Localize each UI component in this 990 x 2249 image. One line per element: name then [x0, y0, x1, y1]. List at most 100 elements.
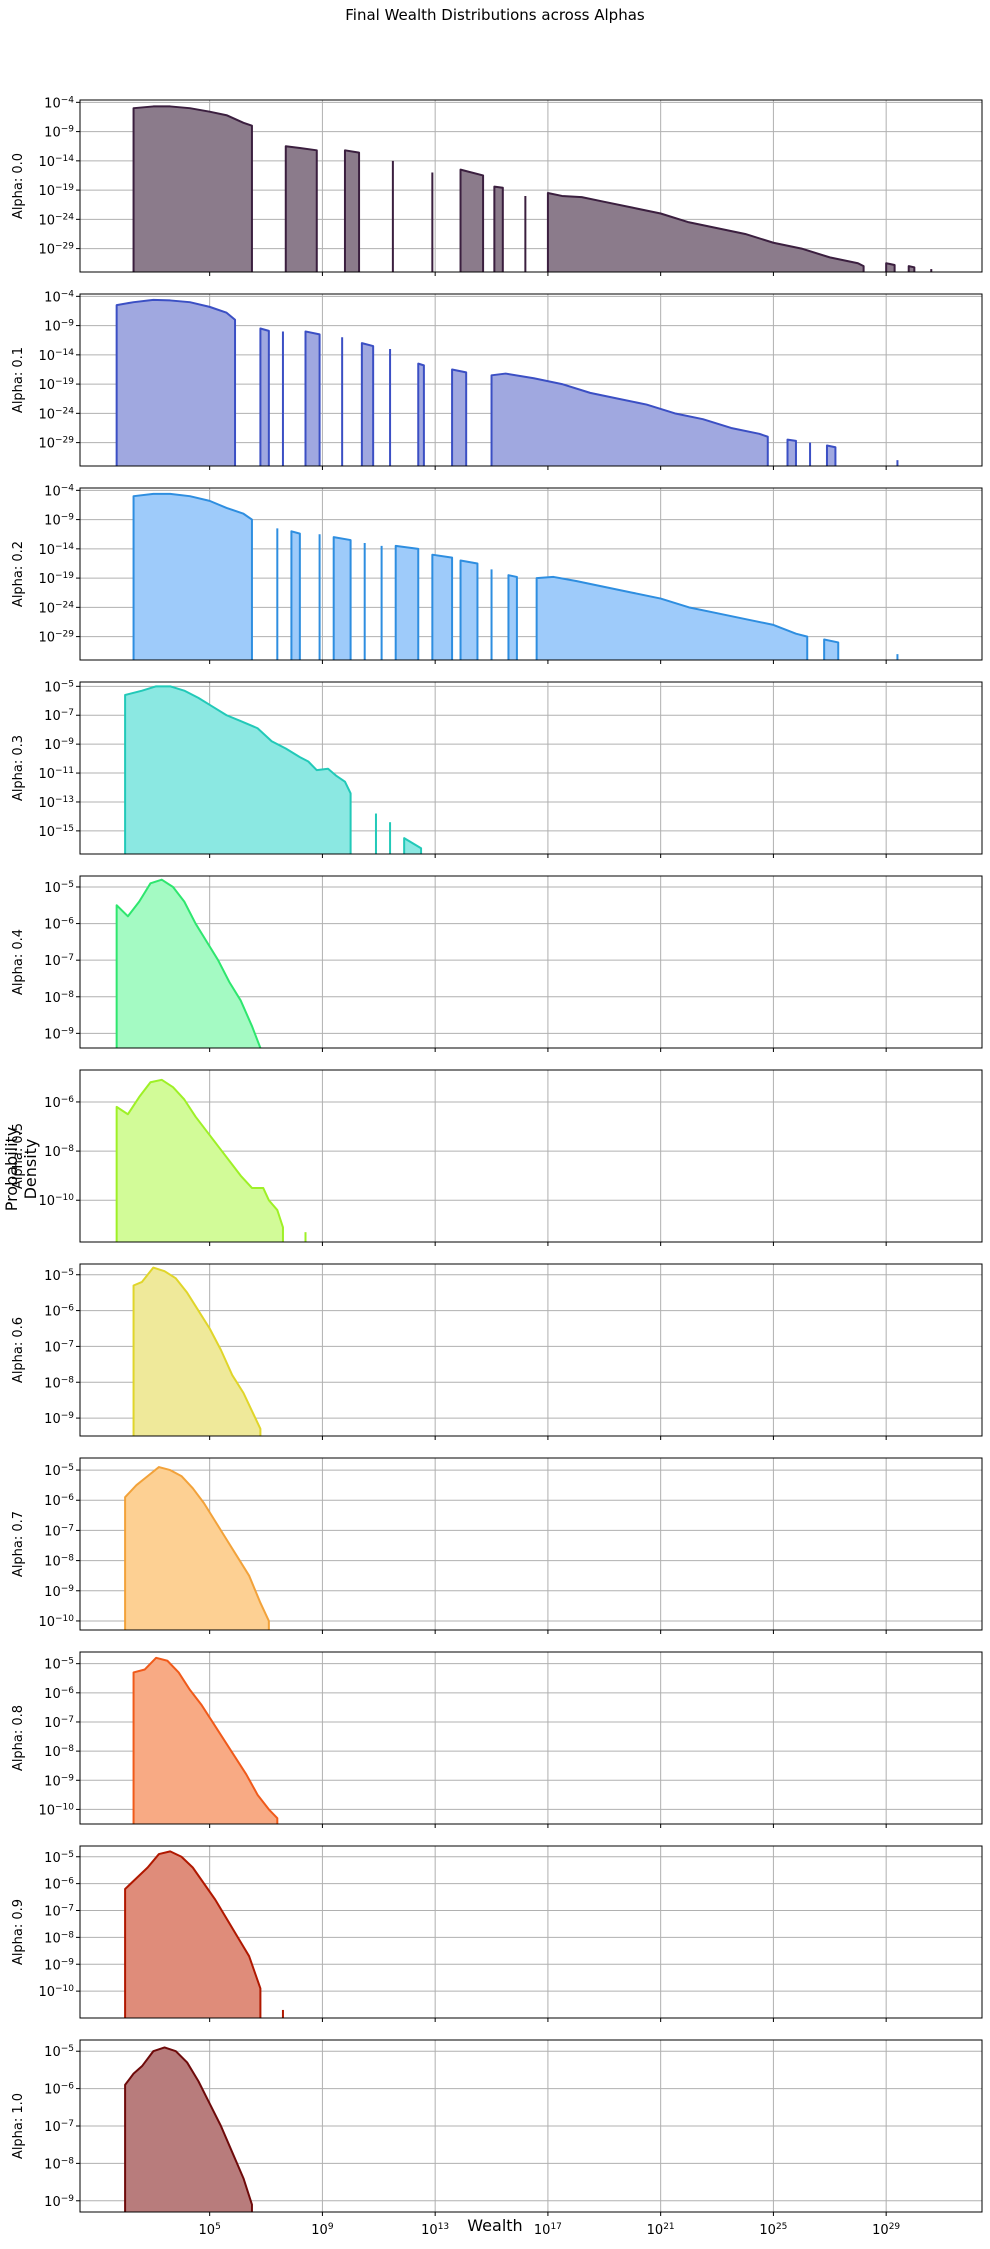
y-tick-label: 10−24 — [38, 600, 74, 616]
y-tick-label: 10−7 — [44, 953, 74, 969]
density-line — [786, 438, 797, 466]
density-line — [459, 168, 485, 272]
y-tick-label: 10−8 — [44, 1930, 74, 1946]
panel-frame — [79, 1651, 983, 1825]
panel-ylabel: Alpha: 0.3 — [11, 735, 26, 801]
y-tick-label: 10−6 — [44, 1686, 74, 1702]
density-area — [133, 106, 252, 273]
density-line — [115, 878, 262, 1049]
y-tick-label: 10−10 — [38, 1984, 74, 2000]
density-line — [535, 575, 809, 660]
panel-frame — [79, 99, 983, 273]
density-line — [394, 544, 420, 660]
panel-frame — [79, 1069, 983, 1243]
figure-ylabel: Probability Density — [2, 1126, 40, 1212]
density-line — [304, 330, 321, 466]
density-line — [507, 574, 518, 660]
y-tick-label: 10−29 — [38, 436, 74, 452]
panel-frame — [79, 293, 983, 467]
density-area — [508, 575, 517, 660]
y-tick-label: 10−14 — [38, 542, 74, 558]
panel-ylabel: Alpha: 0.1 — [11, 347, 26, 413]
panel-2: 10−4 10−9 10−14 10−19 10−24 10−29 Alpha: 0.2 — [11, 483, 983, 664]
panel-0: 10−4 10−9 10−14 10−19 10−24 10−29 Alpha: 0.0 — [11, 95, 983, 276]
y-tick-label: 10−9 — [44, 125, 74, 141]
y-tick-label: 10−9 — [44, 319, 74, 335]
density-line — [490, 372, 769, 466]
y-tick-label: 10−9 — [44, 1411, 74, 1427]
y-tick-label: 10−6 — [44, 1095, 74, 1111]
y-tick-label: 10−5 — [44, 1463, 74, 1479]
panel-5: 10−6 10−8 10−10 Alpha: 0.5 — [11, 1069, 983, 1246]
y-tick-label: 10−7 — [44, 1523, 74, 1539]
density-line — [823, 638, 840, 660]
density-line — [493, 185, 504, 272]
y-tick-label: 10−6 — [44, 1304, 74, 1320]
density-area — [116, 879, 261, 1048]
y-tick-label: 10−7 — [44, 2119, 74, 2135]
density-line — [132, 105, 253, 272]
density-area — [305, 331, 320, 466]
density-area — [404, 838, 422, 854]
panel-ylabel: Alpha: 0.7 — [11, 1511, 26, 1577]
density-area — [291, 531, 300, 660]
density-area — [133, 1267, 261, 1436]
y-tick-label: 10−9 — [44, 513, 74, 529]
y-tick-label: 10−4 — [44, 483, 74, 499]
y-tick-label: 10−6 — [44, 1493, 74, 1509]
density-area — [460, 169, 484, 272]
density-line — [132, 1266, 262, 1436]
density-area — [116, 1079, 283, 1242]
y-tick-label: 10−14 — [38, 348, 74, 364]
y-tick-label: 10−19 — [38, 571, 74, 587]
y-tick-label: 10−8 — [44, 2156, 74, 2172]
y-tick-label: 10−7 — [44, 708, 74, 724]
density-line — [115, 1078, 284, 1242]
y-tick-label: 10−5 — [44, 2044, 74, 2060]
density-line — [360, 342, 375, 466]
panel-frame — [79, 1263, 983, 1437]
panel-9: 10−5 10−6 10−7 10−8 10−9 10−10 Alpha: 0.9 — [11, 1845, 983, 2022]
density-line — [403, 837, 423, 854]
density-line — [132, 492, 253, 660]
y-tick-label: 10−8 — [44, 1744, 74, 1760]
panel-frame — [79, 1845, 983, 2019]
y-tick-label: 10−9 — [44, 737, 74, 753]
figure-xlabel: Wealth — [467, 2216, 523, 2235]
panel-ylabel: Alpha: 0.5 — [11, 1123, 26, 1189]
density-line — [124, 685, 352, 854]
density-line — [907, 265, 916, 272]
y-tick-label: 10−4 — [44, 289, 74, 305]
y-tick-label: 10−9 — [44, 1773, 74, 1789]
y-tick-label: 10−6 — [44, 1877, 74, 1893]
panel-4: 10−5 10−6 10−7 10−8 10−9 Alpha: 0.4 — [11, 875, 983, 1052]
y-tick-label: 10−9 — [44, 2194, 74, 2210]
y-tick-label: 10−5 — [44, 1268, 74, 1284]
panel-1: 10−4 10−9 10−14 10−19 10−24 10−29 Alpha: 0.1 — [11, 289, 983, 470]
panel-10: 10−5 10−6 10−7 10−8 10−9 Alpha: 1.0 — [11, 2039, 983, 2216]
y-tick-label: 10−9 — [44, 1584, 74, 1600]
density-area — [824, 639, 839, 660]
panel-frame — [79, 681, 983, 855]
y-tick-label: 10−5 — [44, 1657, 74, 1673]
panel-ylabel: Alpha: 0.2 — [11, 541, 26, 607]
density-area — [494, 186, 503, 272]
density-area — [333, 537, 351, 660]
density-area — [125, 1851, 261, 2018]
y-tick-label: 10−8 — [44, 1554, 74, 1570]
y-tick-label: 10−6 — [44, 917, 74, 933]
panel-6: 10−5 10−6 10−7 10−8 10−9 Alpha: 0.6 — [11, 1263, 983, 1440]
y-tick-label: 10−14 — [38, 154, 74, 170]
panel-ylabel: Alpha: 0.0 — [11, 153, 26, 219]
y-tick-label: 10−24 — [38, 212, 74, 228]
y-tick-label: 10−10 — [38, 1614, 74, 1630]
panel-7: 10−5 10−6 10−7 10−8 10−9 10−10 Alpha: 0.7 — [11, 1457, 983, 1634]
x-tick-label: 105 — [199, 2222, 221, 2238]
y-tick-label: 10−9 — [44, 1026, 74, 1042]
y-tick-label: 10−8 — [44, 990, 74, 1006]
y-tick-label: 10−5 — [44, 880, 74, 896]
density-line — [115, 298, 237, 466]
y-tick-label: 10−8 — [44, 1144, 74, 1160]
panel-frame — [79, 487, 983, 661]
density-area — [418, 363, 424, 466]
